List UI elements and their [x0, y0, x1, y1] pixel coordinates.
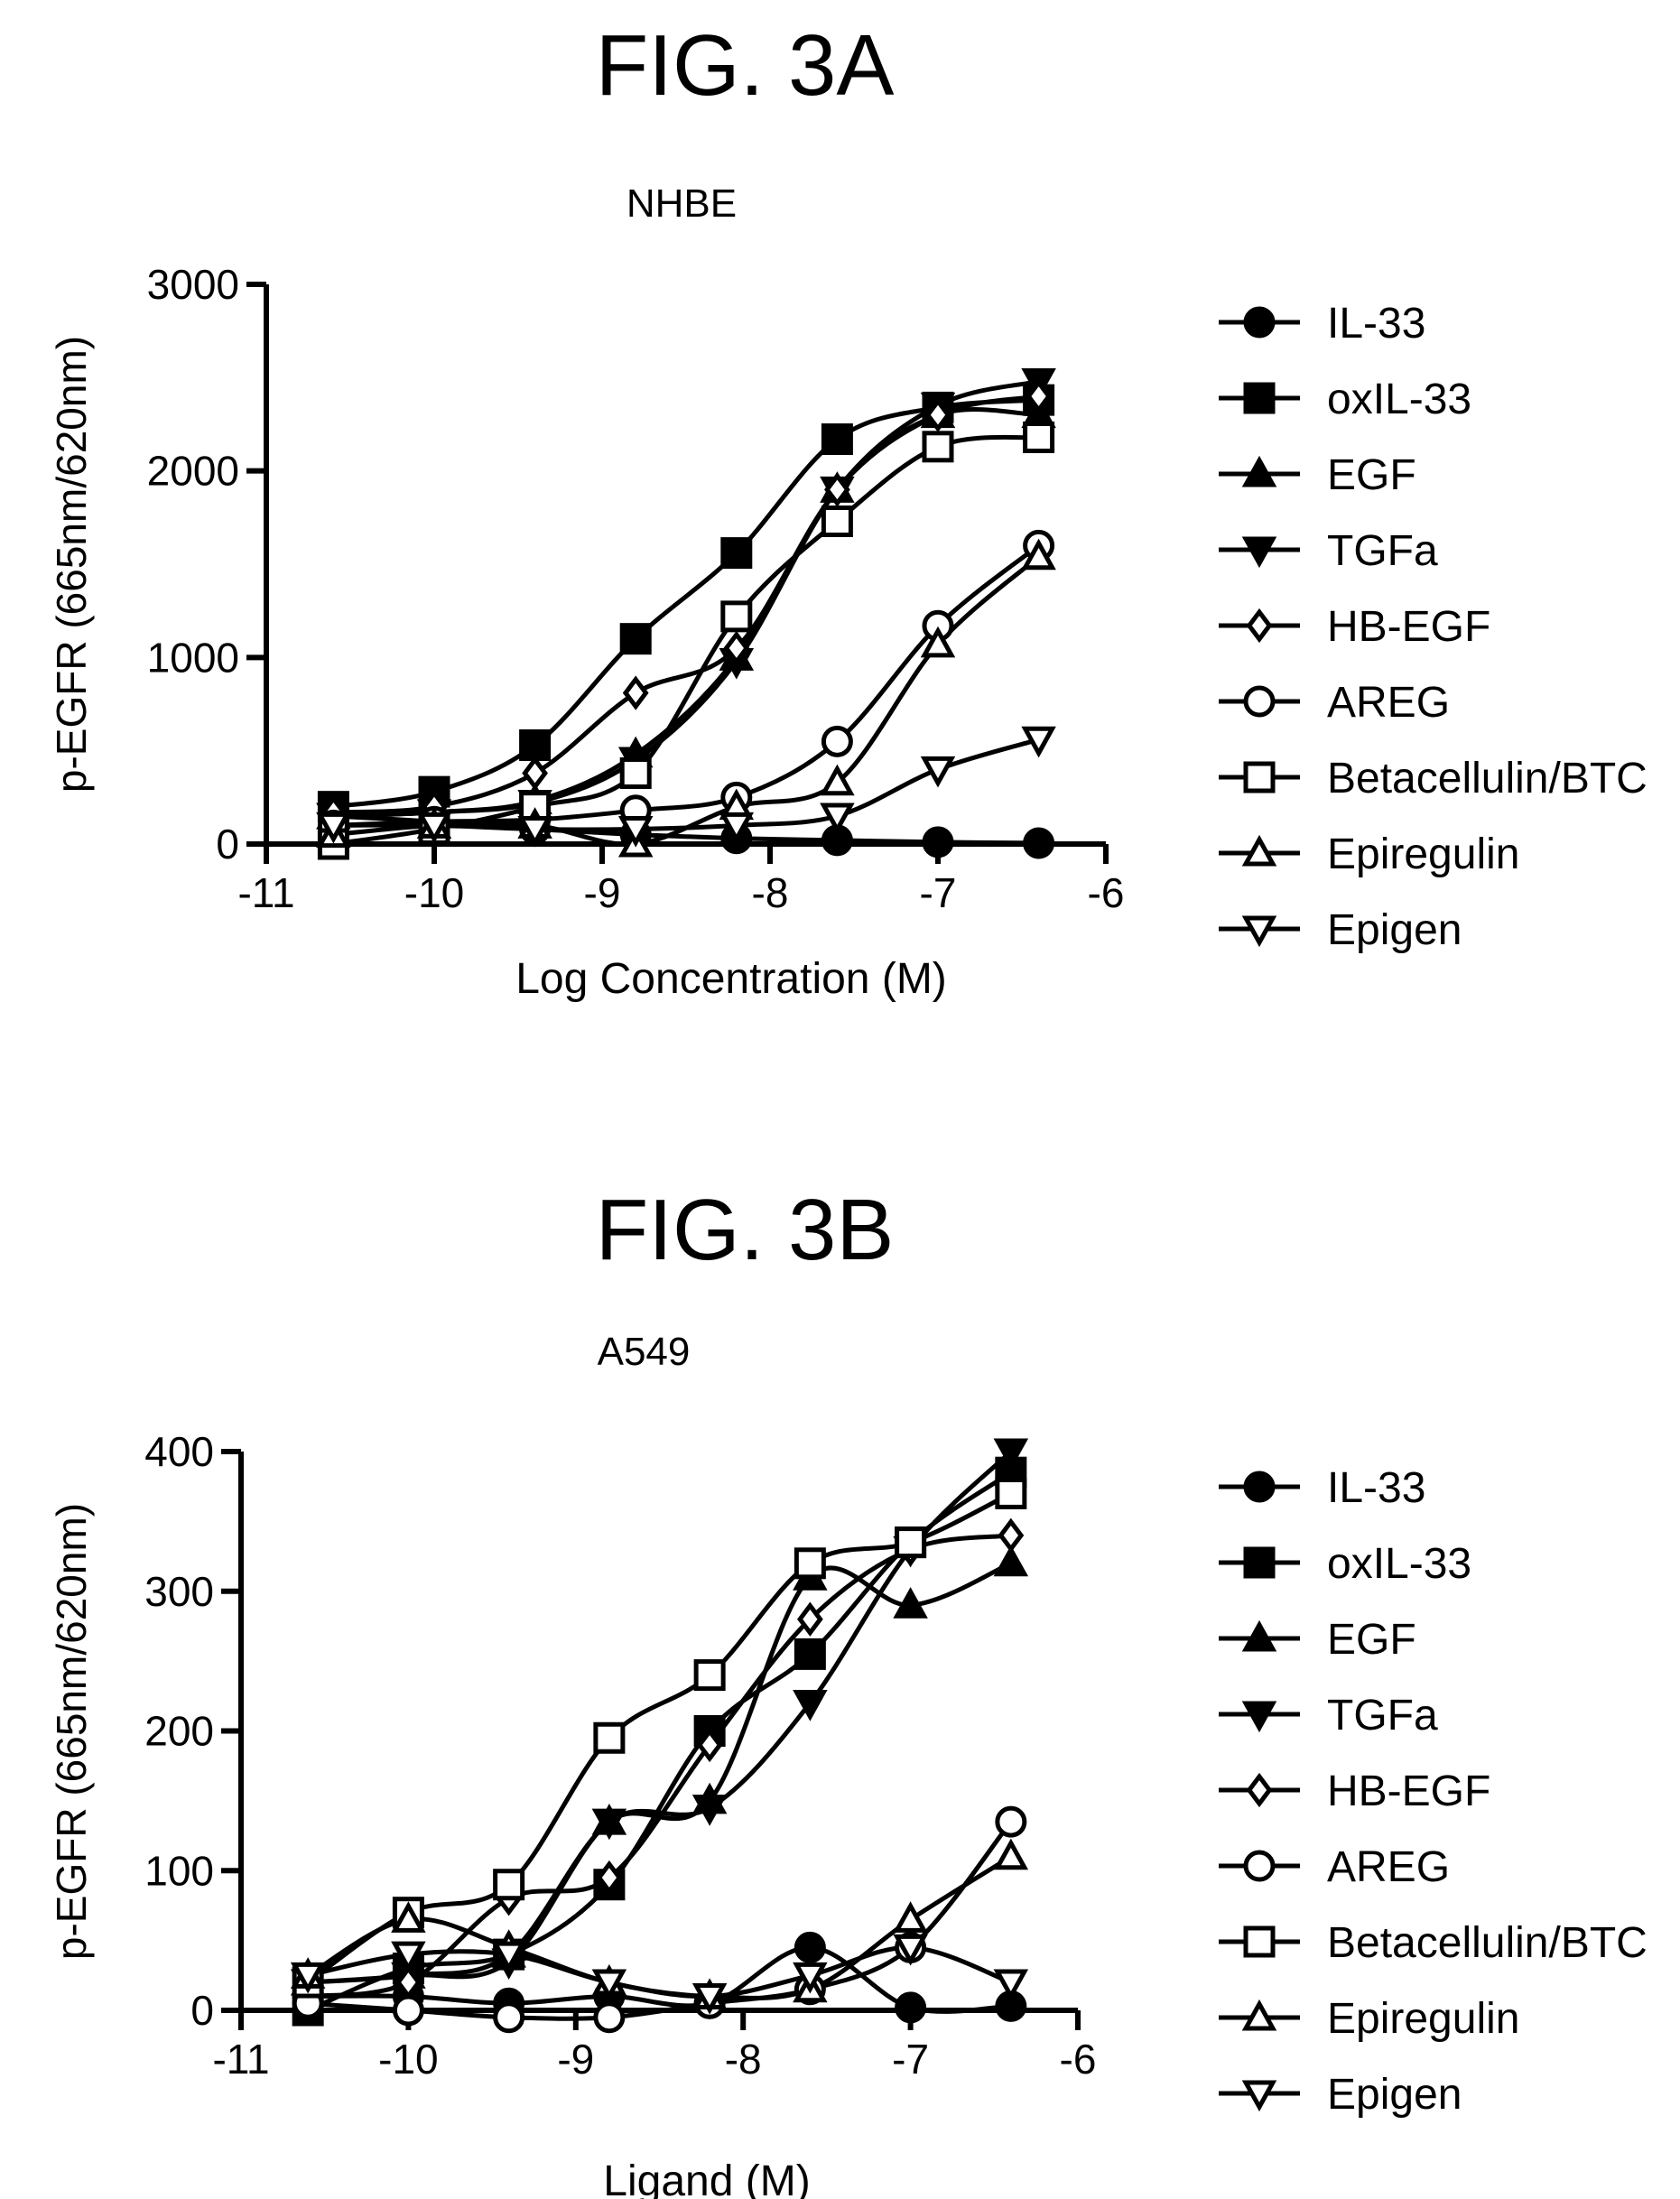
data-point-betacellulin-btc — [823, 507, 850, 534]
legend-label-epiregulin: Epiregulin — [1327, 830, 1519, 878]
legend-label-betacellulin-btc: Betacellulin/BTC — [1327, 755, 1648, 803]
figure-canvas: FIG. 3A NHBE Log Concentration (M) p-EGF… — [0, 0, 1680, 2199]
data-point-areg — [394, 1997, 422, 2024]
legend-marker-oxil-33 — [1246, 385, 1273, 412]
figure-page: FIG. 3A NHBE Log Concentration (M) p-EGF… — [0, 0, 1680, 2199]
data-point-epigen — [924, 758, 951, 783]
legend-label-hb-egf: HB-EGF — [1327, 1768, 1490, 1815]
legend-label-epigen: Epigen — [1327, 2071, 1462, 2119]
legend-label-oxil-33: oxIL-33 — [1327, 376, 1471, 423]
data-point-betacellulin-btc — [1026, 423, 1053, 450]
data-point-betacellulin-btc — [998, 1480, 1025, 1507]
legend-label-hb-egf: HB-EGF — [1327, 603, 1490, 651]
legend-label-tgfa: TGFa — [1327, 1692, 1438, 1740]
legend-label-areg: AREG — [1327, 679, 1450, 727]
chart-3a-plot: 0 1000 2000 3000 -11 -10 -9 -8 -7 -6 IL-33 oxIL-33 E… — [147, 261, 1648, 954]
data-point-betacellulin-btc — [897, 1529, 924, 1556]
legend-marker-hb-egf — [1249, 1777, 1270, 1804]
data-point-betacellulin-btc — [496, 1871, 523, 1898]
data-point-areg — [496, 2004, 523, 2031]
legend-label-egf: EGF — [1327, 1616, 1416, 1664]
data-point-betacellulin-btc — [924, 433, 951, 460]
y-tick-label: 300 — [144, 1568, 214, 1615]
x-axis-label-3a: Log Concentration (M) — [515, 955, 947, 1003]
legend-label-tgfa: TGFa — [1327, 527, 1438, 575]
legend-marker-areg — [1246, 1852, 1273, 1879]
x-tick-label: -6 — [1060, 2036, 1097, 2083]
y-axis-label-3b: p-EGFR (665nm/620nm) — [48, 1503, 95, 1960]
figure-label-3a: FIG. 3A — [596, 17, 895, 114]
data-point-areg — [596, 2004, 623, 2031]
data-point-oxil-33 — [522, 731, 549, 758]
x-tick-label: -7 — [920, 869, 957, 916]
x-tick-label: -9 — [584, 869, 621, 916]
legend-label-oxil-33: oxIL-33 — [1327, 1540, 1471, 1588]
data-point-il-33 — [897, 1994, 924, 2021]
data-point-oxil-33 — [796, 1640, 823, 1667]
y-tick-label: 100 — [144, 1847, 214, 1894]
x-tick-label: -10 — [404, 869, 464, 916]
legend-marker-areg — [1246, 688, 1273, 715]
data-point-oxil-33 — [823, 426, 850, 453]
data-point-il-33 — [924, 829, 951, 856]
y-tick-label: 200 — [144, 1708, 214, 1755]
legend-marker-betacellulin-btc — [1246, 1928, 1273, 1955]
data-point-betacellulin-btc — [596, 1724, 623, 1751]
chart-title-3b: A549 — [598, 1330, 691, 1374]
legend-marker-oxil-33 — [1246, 1549, 1273, 1576]
legend-label-egf: EGF — [1327, 451, 1416, 499]
x-tick-label: -8 — [725, 2036, 762, 2083]
legend-marker-betacellulin-btc — [1246, 764, 1273, 791]
x-tick-label: -8 — [752, 869, 789, 916]
x-tick-label: -9 — [557, 2036, 594, 2083]
data-point-betacellulin-btc — [622, 759, 649, 786]
legend-marker-il-33 — [1246, 1473, 1273, 1500]
data-point-epiregulin — [998, 1843, 1025, 1868]
data-point-betacellulin-btc — [696, 1662, 723, 1689]
legend-label-il-33: IL-33 — [1327, 1464, 1425, 1512]
y-tick-label: 0 — [190, 1987, 214, 2034]
figure-label-3b: FIG. 3B — [596, 1182, 895, 1278]
x-tick-label: -11 — [237, 869, 294, 916]
chart-title-3a: NHBE — [627, 181, 737, 226]
data-point-betacellulin-btc — [796, 1550, 823, 1577]
y-tick-label: 400 — [144, 1428, 214, 1475]
x-tick-label: -7 — [892, 2036, 929, 2083]
legend-marker-hb-egf — [1249, 612, 1270, 639]
x-axis-label-3b: Ligand (M) — [603, 2157, 810, 2199]
data-point-il-33 — [796, 1934, 823, 1961]
x-tick-label: -11 — [212, 2036, 269, 2083]
y-tick-label: 3000 — [147, 261, 239, 308]
chart-3b-plot: 0 100 200 300 400 -11 -10 -9 -8 -7 -6 IL-33 oxIL-33 E… — [144, 1428, 1648, 2119]
data-point-il-33 — [1026, 830, 1053, 857]
data-point-betacellulin-btc — [723, 603, 750, 630]
data-point-epigen — [998, 1972, 1025, 1996]
data-point-areg — [823, 728, 850, 755]
legend-label-epiregulin: Epiregulin — [1327, 1995, 1519, 2043]
y-tick-label: 1000 — [147, 634, 239, 681]
data-point-hb-egf — [524, 759, 545, 786]
data-point-hb-egf — [626, 680, 646, 707]
y-tick-label: 0 — [216, 821, 239, 868]
x-tick-label: -10 — [378, 2036, 438, 2083]
data-point-oxil-33 — [723, 540, 750, 567]
legend-marker-il-33 — [1246, 309, 1273, 336]
y-tick-label: 2000 — [147, 448, 239, 495]
data-point-epiregulin — [897, 1906, 924, 1930]
x-tick-label: -6 — [1088, 869, 1125, 916]
data-point-hb-egf — [1001, 1522, 1022, 1549]
legend-label-il-33: IL-33 — [1327, 300, 1425, 348]
y-axis-label-3a: p-EGFR (665nm/620nm) — [48, 336, 95, 793]
legend-label-epigen: Epigen — [1327, 906, 1462, 954]
legend-label-betacellulin-btc: Betacellulin/BTC — [1327, 1919, 1648, 1967]
data-point-areg — [998, 1808, 1025, 1835]
data-point-oxil-33 — [622, 626, 649, 653]
legend-label-areg: AREG — [1327, 1843, 1450, 1891]
data-point-egf — [998, 1550, 1025, 1574]
